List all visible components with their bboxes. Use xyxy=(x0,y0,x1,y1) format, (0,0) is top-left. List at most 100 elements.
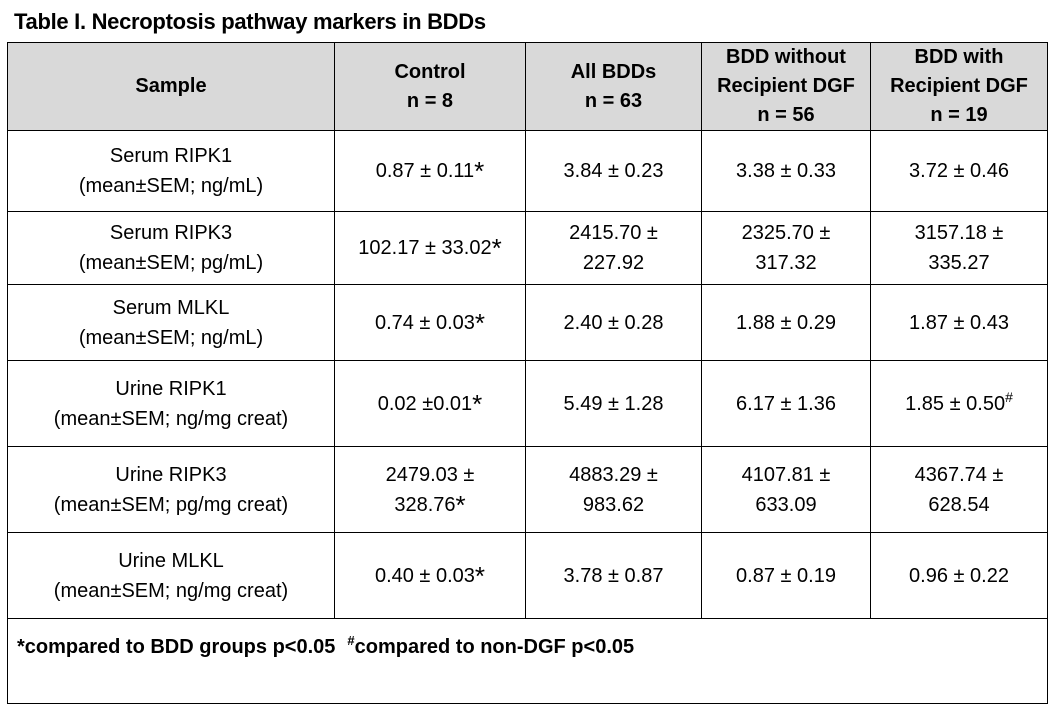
cell-text: 0.02 ±0.01 xyxy=(377,392,473,415)
cell-line: 0.96 ± 0.22 xyxy=(909,564,1009,587)
header-row: Sample Control n = 8 All BDDs n = 63 BDD… xyxy=(7,42,1048,131)
without-dgf-cell: 4107.81 ± 633.09 xyxy=(701,446,871,533)
cell-line: (mean±SEM; ng/mg creat) xyxy=(53,579,289,602)
header-bdd-without-dgf: BDD without Recipient DGF n = 56 xyxy=(701,42,871,131)
cell-line: (mean±SEM; pg/mL) xyxy=(78,252,264,274)
all-bdds-cell: 3.78 ± 0.87 xyxy=(525,532,702,619)
footnote-hash-mark: # xyxy=(347,633,355,648)
cell-line: (mean±SEM; pg/mg creat) xyxy=(53,493,289,516)
asterisk-marker: * xyxy=(474,560,486,591)
cell-line: 2.40 ± 0.28 xyxy=(563,311,664,334)
cell-line: Urine RIPK1 xyxy=(115,377,227,400)
cell-line: 3.78 ± 0.87 xyxy=(563,564,664,587)
without-dgf-cell: 2325.70 ± 317.32 xyxy=(701,211,871,285)
cell-line: 317.32 xyxy=(755,252,817,274)
header-line: n = 19 xyxy=(930,104,988,126)
header-line: Recipient DGF xyxy=(717,75,855,97)
sample-cell: Serum MLKL (mean±SEM; ng/mL) xyxy=(7,284,335,361)
asterisk-marker: * xyxy=(491,233,502,263)
cell-line: 1.87 ± 0.43 xyxy=(909,311,1009,334)
with-dgf-cell: 1.87 ± 0.43 xyxy=(870,284,1048,361)
cell-line: Serum RIPK1 xyxy=(109,145,233,167)
sample-cell: Serum RIPK1 (mean±SEM; ng/mL) xyxy=(7,130,335,212)
cell-line: 335.27 xyxy=(928,252,990,274)
cell-line: 1.88 ± 0.29 xyxy=(736,311,836,334)
with-dgf-cell: 4367.74 ± 628.54 xyxy=(870,446,1048,533)
cell-line: 0.87 ± 0.19 xyxy=(736,564,836,587)
cell-line: 2415.70 ± xyxy=(569,222,658,244)
cell-line: Serum MLKL xyxy=(112,296,230,319)
all-bdds-cell: 4883.29 ± 983.62 xyxy=(525,446,702,533)
table-row: Urine RIPK3 (mean±SEM; pg/mg creat) 2479.0… xyxy=(7,446,1048,533)
all-bdds-cell: 2.40 ± 0.28 xyxy=(525,284,702,361)
header-bdd-with-dgf: BDD with Recipient DGF n = 19 xyxy=(870,42,1048,131)
header-line: BDD with xyxy=(914,46,1004,68)
cell-line: 633.09 xyxy=(755,493,817,516)
control-cell: 0.74 ± 0.03* xyxy=(334,284,526,361)
cell-line: 0.87 ± 0.11* xyxy=(335,156,525,186)
footnote-star: *compared to BDD groups p<0.05 xyxy=(17,636,336,658)
header-all-bdds: All BDDs n = 63 xyxy=(525,42,702,131)
cell-line: 3.38 ± 0.33 xyxy=(736,160,836,182)
cell-line: 328.76* xyxy=(335,490,525,520)
all-bdds-cell: 5.49 ± 1.28 xyxy=(525,360,702,447)
all-bdds-cell: 2415.70 ± 227.92 xyxy=(525,211,702,285)
sample-cell: Urine RIPK1 (mean±SEM; ng/mg creat) xyxy=(7,360,335,447)
all-bdds-cell: 3.84 ± 0.23 xyxy=(525,130,702,212)
cell-line: 4107.81 ± xyxy=(741,463,831,486)
cell-line: Urine RIPK3 xyxy=(115,463,227,486)
header-line: Sample xyxy=(135,75,207,97)
header-control: Control n = 8 xyxy=(334,42,526,131)
table-title: Table I. Necroptosis pathway markers in … xyxy=(14,9,486,34)
hash-marker: # xyxy=(1005,388,1013,405)
control-cell: 0.02 ±0.01* xyxy=(334,360,526,447)
control-cell: 0.40 ± 0.03* xyxy=(334,532,526,619)
cell-line: 0.40 ± 0.03* xyxy=(335,561,525,591)
control-cell: 102.17 ± 33.02* xyxy=(334,211,526,285)
cell-line: 227.92 xyxy=(582,252,645,274)
cell-line: 2325.70 ± xyxy=(741,222,831,244)
sample-cell: Serum RIPK3 (mean±SEM; pg/mL) xyxy=(7,211,335,285)
with-dgf-cell: 1.85 ± 0.50# xyxy=(870,360,1048,447)
table-row: Serum RIPK1 (mean±SEM; ng/mL) 0.87 ± 0.11*… xyxy=(7,130,1048,212)
cell-line: 1.85 ± 0.50# xyxy=(871,389,1047,419)
without-dgf-cell: 0.87 ± 0.19 xyxy=(701,532,871,619)
with-dgf-cell: 3.72 ± 0.46 xyxy=(870,130,1048,212)
footnote: *compared to BDD groups p<0.05 #compared … xyxy=(7,618,1048,704)
sample-cell: Urine RIPK3 (mean±SEM; pg/mg creat) xyxy=(7,446,335,533)
asterisk-marker: * xyxy=(474,307,486,338)
markers-table: Sample Control n = 8 All BDDs n = 63 BDD… xyxy=(7,42,1048,704)
header-line: n = 63 xyxy=(584,89,643,112)
cell-line: 0.02 ±0.01* xyxy=(335,389,525,419)
cell-line: 3157.18 ± xyxy=(914,222,1004,244)
header-line: n = 56 xyxy=(757,104,815,126)
header-sample: Sample xyxy=(7,42,335,131)
cell-line: 2479.03 ± xyxy=(385,463,475,486)
table-row: Urine MLKL (mean±SEM; ng/mg creat) 0.40 ± … xyxy=(7,532,1048,619)
cell-line: 4367.74 ± xyxy=(914,463,1004,486)
without-dgf-cell: 1.88 ± 0.29 xyxy=(701,284,871,361)
asterisk-marker: * xyxy=(472,388,483,419)
control-cell: 2479.03 ± 328.76* xyxy=(334,446,526,533)
cell-line: Urine MLKL xyxy=(118,549,224,572)
header-line: Recipient DGF xyxy=(890,75,1028,97)
cell-line: 983.62 xyxy=(582,493,645,516)
with-dgf-cell: 0.96 ± 0.22 xyxy=(870,532,1048,619)
cell-text: 328.76 xyxy=(394,493,456,516)
cell-text: 0.40 ± 0.03 xyxy=(374,564,475,587)
cell-line: (mean±SEM; ng/mL) xyxy=(78,175,264,197)
with-dgf-cell: 3157.18 ± 335.27 xyxy=(870,211,1048,285)
asterisk-marker: * xyxy=(455,489,466,520)
cell-line: 5.49 ± 1.28 xyxy=(563,392,664,415)
header-line: n = 8 xyxy=(406,89,454,112)
cell-text: 0.74 ± 0.03 xyxy=(374,311,475,334)
footnote-hash: compared to non-DGF p<0.05 xyxy=(354,636,635,658)
table-row: Serum MLKL (mean±SEM; ng/mL) 0.74 ± 0.03* 2… xyxy=(7,284,1048,361)
cell-text: 1.85 ± 0.50 xyxy=(905,392,1006,415)
cell-text: 102.17 ± 33.02 xyxy=(358,237,492,259)
cell-line: (mean±SEM; ng/mL) xyxy=(78,326,264,349)
sample-cell: Urine MLKL (mean±SEM; ng/mg creat) xyxy=(7,532,335,619)
without-dgf-cell: 3.38 ± 0.33 xyxy=(701,130,871,212)
without-dgf-cell: 6.17 ± 1.36 xyxy=(701,360,871,447)
cell-line: 3.72 ± 0.46 xyxy=(909,160,1009,182)
